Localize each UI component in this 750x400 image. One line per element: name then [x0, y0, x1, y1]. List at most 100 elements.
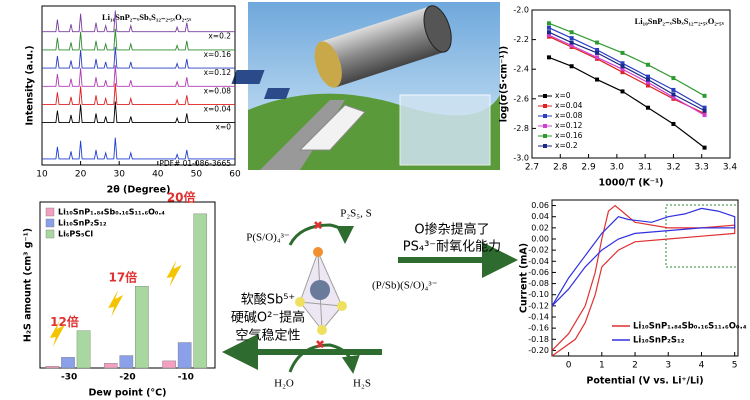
- series-label: x=0.2: [208, 32, 231, 41]
- point: [671, 121, 676, 126]
- legend-marker: [543, 134, 547, 138]
- annotation: 17倍: [108, 270, 137, 285]
- x-tick-label: 30: [113, 170, 125, 180]
- species: H₂O: [274, 378, 294, 390]
- x-tick-label: 10: [36, 170, 48, 180]
- atom: [313, 247, 323, 257]
- battery-body: [320, 6, 446, 88]
- y-tick-label: -2.8: [513, 124, 529, 133]
- point: [620, 50, 625, 55]
- bar: [177, 342, 192, 369]
- lightning: [108, 290, 124, 317]
- atom: [295, 297, 305, 307]
- series-line: [42, 83, 235, 105]
- zoom-box: [665, 204, 739, 268]
- chart-title: Li₁₀SnP₂₋ₓSbₓS₁₂₋₂.₅ₓO₂.₅ₓ: [102, 12, 192, 22]
- lightning: [166, 260, 182, 287]
- legend-label: x=0.12: [555, 121, 583, 130]
- point: [671, 92, 676, 97]
- legend-swatch: [45, 218, 55, 228]
- y-tick-label: -0.20: [528, 346, 549, 355]
- point: [645, 80, 650, 85]
- x-tick-label: 3.4: [723, 163, 738, 173]
- point: [645, 83, 650, 88]
- rail: [260, 100, 345, 170]
- x-tick-label: 3.1: [638, 163, 652, 173]
- point: [620, 67, 625, 72]
- y-tick-label: -2.4: [513, 65, 529, 74]
- cross: ✖: [313, 219, 323, 233]
- y-axis-label: log(σ(S·cm⁻¹)): [499, 46, 510, 123]
- legend-swatch: [45, 207, 55, 217]
- y-tick-label: -0.06: [528, 268, 549, 277]
- y-tick-label: 0.00: [531, 235, 549, 244]
- x-tick-label: 5: [732, 361, 738, 371]
- series-label: PDF# 01-086-3665: [159, 159, 231, 168]
- x-axis-label: 2θ (Degree): [107, 185, 171, 196]
- x-tick-label: 50: [191, 170, 203, 180]
- y-tick-label: -0.12: [528, 301, 549, 310]
- x-tick-label: 4: [699, 361, 705, 371]
- point: [620, 89, 625, 94]
- bar: [162, 360, 176, 369]
- x-tick-label: 60: [229, 170, 241, 180]
- y-tick-label: -2.2: [513, 35, 529, 44]
- point: [546, 21, 551, 26]
- note: PS₄³⁻耐氧化能力: [403, 240, 501, 255]
- series-line: [42, 10, 235, 33]
- bar: [45, 366, 60, 369]
- legend-label: x=0.2: [555, 141, 578, 150]
- curved-arrow: [288, 223, 354, 246]
- point: [595, 47, 600, 52]
- y-tick-label: -0.10: [528, 290, 549, 299]
- curved-arrow: [288, 343, 360, 374]
- crystal-box: [399, 94, 491, 166]
- y-tick-label: -0.08: [528, 279, 549, 288]
- x-tick-label: 2.8: [553, 163, 568, 173]
- point: [702, 108, 707, 113]
- legend-label: x=0.08: [555, 111, 583, 120]
- lightning: [49, 320, 65, 347]
- series-line: [42, 137, 235, 160]
- x-tick-label: 2.7: [525, 163, 539, 173]
- note: 软酸Sb⁵⁺: [241, 293, 296, 308]
- y-tick-label: -2.6: [513, 94, 529, 103]
- battery: [314, 5, 452, 88]
- series-line: [42, 28, 235, 51]
- x-axis-label: 1000/T (K⁻¹): [599, 178, 664, 189]
- legend-label: Li₆PS₅Cl: [58, 230, 93, 239]
- point: [595, 77, 600, 82]
- y-tick-label: -0.02: [528, 246, 549, 255]
- x-tick-label: 1: [599, 361, 605, 371]
- legend-label: Li₁₀SnP₂S₁₂: [633, 336, 685, 346]
- note: O掺杂提高了: [414, 222, 489, 238]
- series-label: x=0.08: [204, 86, 232, 95]
- x-tick-label: 3.3: [695, 163, 709, 173]
- legend-swatch: [45, 229, 55, 239]
- series-line: [551, 204, 736, 357]
- legend-label: Li₁₀SnP₁.₈₄Sb₀.₁₆S₁₁.₆O₀.₄: [58, 208, 165, 217]
- x-tick-label: 2: [632, 361, 638, 371]
- point: [620, 64, 625, 69]
- note: 空气稳定性: [235, 328, 300, 344]
- x-tick-label: 3.2: [666, 163, 680, 173]
- point: [702, 145, 707, 150]
- series-line: [42, 65, 235, 87]
- legend-label: Li₁₀SnP₁.₈₄Sb₀.₁₆S₁₁.₆O₀.₄: [633, 322, 747, 332]
- point: [546, 30, 551, 35]
- x-tick-label: -20: [119, 373, 135, 383]
- legend-marker: [543, 94, 547, 98]
- y-axis-label: H₂S amount (cm³ g⁻¹): [23, 228, 34, 342]
- battery-cap: [423, 5, 452, 53]
- plot-frame: [531, 9, 731, 159]
- series-line: [551, 207, 736, 307]
- point: [671, 95, 676, 100]
- point: [645, 74, 650, 79]
- x-tick-label: -30: [61, 373, 77, 383]
- x-axis-label: Potential (V vs. Li⁺/Li): [586, 376, 703, 387]
- y-tick-label: -3.0: [513, 154, 529, 163]
- series-label: x=0.16: [204, 50, 232, 59]
- point: [546, 25, 551, 30]
- bar: [103, 363, 118, 369]
